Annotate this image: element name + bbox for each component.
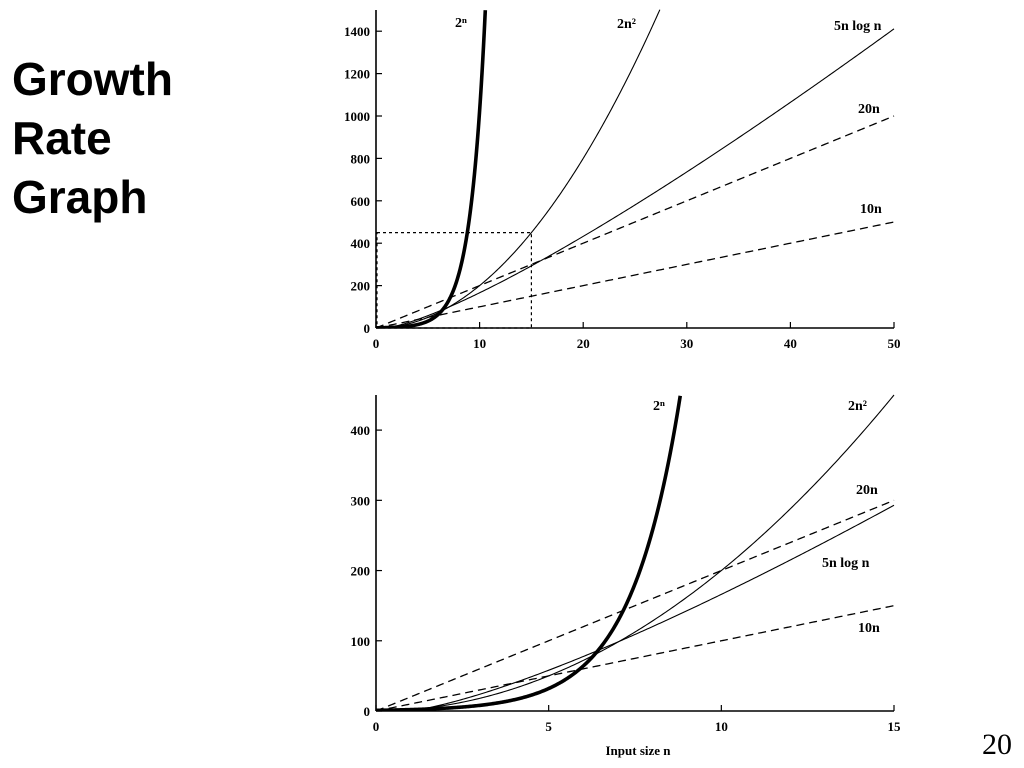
y-tick-label: 400 <box>351 236 371 251</box>
axes: 0 5 10 15 0 100 200 300 400 <box>351 395 902 734</box>
y-tick-label: 0 <box>364 704 371 719</box>
series-label: 20n <box>856 483 878 498</box>
x-tick-label: 20 <box>577 336 590 351</box>
series-line <box>376 395 683 711</box>
y-tick-label: 100 <box>351 634 371 649</box>
y-tick-label: 300 <box>351 493 371 508</box>
y-tick-label: 0 <box>364 321 371 336</box>
series-line <box>376 605 895 711</box>
y-tick-label: 1200 <box>344 67 370 82</box>
y-tick-label: 1400 <box>344 24 370 39</box>
x-tick-label: 15 <box>888 719 902 734</box>
series-label: 5n log n <box>834 19 882 34</box>
series-line <box>376 221 895 328</box>
series-label: 2ⁿ <box>653 399 665 414</box>
x-tick-label: 50 <box>888 336 901 351</box>
x-tick-label: 30 <box>680 336 693 351</box>
y-tick-label: 200 <box>351 279 371 294</box>
page-number: 20 <box>982 728 1012 761</box>
x-tick-label: 0 <box>373 719 380 734</box>
title-line: Rate <box>12 112 112 164</box>
series-line <box>376 499 895 711</box>
series-label: 20n <box>858 102 880 117</box>
slide-title: Growth Rate Graph <box>12 50 232 227</box>
series-label: 2ⁿ <box>455 16 467 31</box>
series-line <box>376 10 488 328</box>
series-line <box>410 504 895 711</box>
series-line <box>386 28 895 328</box>
series-label: 5n log n <box>822 556 870 571</box>
title-line: Growth <box>12 53 173 105</box>
y-tick-label: 1000 <box>344 109 370 124</box>
x-tick-label: 10 <box>715 719 728 734</box>
series-line <box>376 9 661 328</box>
series-line <box>376 115 895 328</box>
series-label: 10n <box>860 202 882 217</box>
y-tick-label: 600 <box>351 194 371 209</box>
x-tick-label: 5 <box>545 719 552 734</box>
x-tick-label: 10 <box>473 336 486 351</box>
x-tick-label: 0 <box>373 336 380 351</box>
x-axis-label: Input size n <box>605 743 671 758</box>
y-tick-label: 200 <box>351 564 371 579</box>
x-tick-label: 40 <box>784 336 797 351</box>
series-label: 2n² <box>617 17 636 32</box>
series-line <box>376 394 895 711</box>
zoom-region-box <box>376 232 532 329</box>
title-line: Graph <box>12 171 148 223</box>
y-tick-label: 400 <box>351 423 371 438</box>
series-label: 2n² <box>848 399 867 414</box>
series-label: 10n <box>858 621 880 636</box>
y-tick-label: 800 <box>351 151 371 166</box>
